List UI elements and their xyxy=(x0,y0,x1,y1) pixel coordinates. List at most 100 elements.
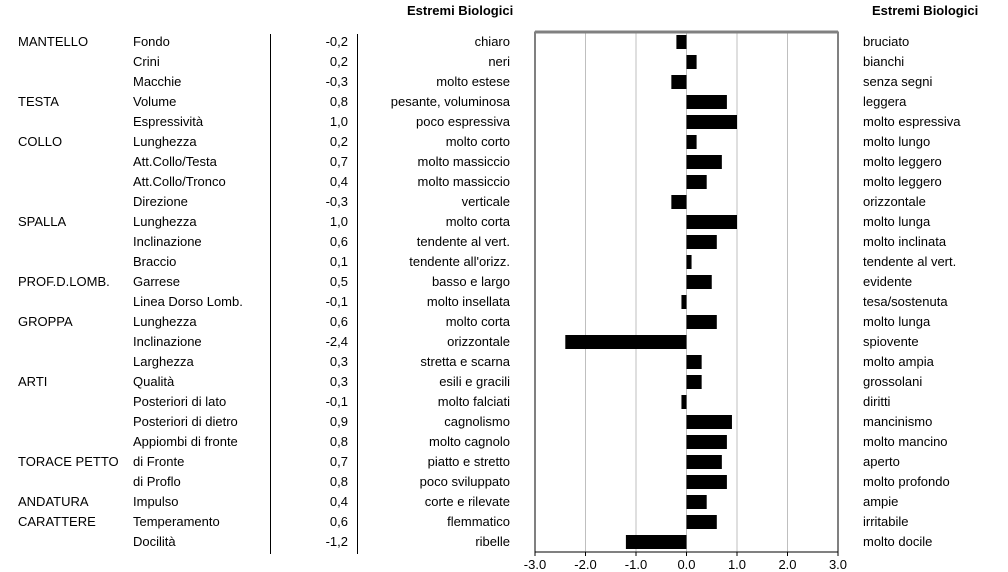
group-label: PROF.D.LOMB. xyxy=(18,274,110,289)
separator-line-left xyxy=(270,34,271,554)
x-tick-label: 2.0 xyxy=(778,557,796,572)
left-extreme-label: orizzontale xyxy=(447,334,510,349)
bar xyxy=(681,295,687,309)
trait-label: Posteriori di dietro xyxy=(133,414,238,429)
bar xyxy=(681,395,687,409)
left-extreme-label: stretta e scarna xyxy=(420,354,510,369)
bar xyxy=(686,175,707,189)
right-extreme-label: molto mancino xyxy=(863,434,948,449)
group-label: ARTI xyxy=(18,374,48,389)
bar xyxy=(686,455,722,469)
trait-value: 0,8 xyxy=(329,434,348,449)
trait-label: Qualità xyxy=(133,374,175,389)
bar xyxy=(686,495,707,509)
left-extremes-header: Estremi Biologici xyxy=(407,3,514,18)
right-extreme-label: mancinismo xyxy=(863,414,933,429)
bar xyxy=(686,435,727,449)
right-extreme-label: molto espressiva xyxy=(863,114,961,129)
trait-value: -0,3 xyxy=(325,74,348,89)
left-extreme-label: poco espressiva xyxy=(416,114,510,129)
left-extreme-label: verticale xyxy=(461,194,510,209)
right-extreme-label: spiovente xyxy=(863,334,919,349)
left-extreme-label: piatto e stretto xyxy=(427,454,510,469)
right-extreme-label: ampie xyxy=(863,494,899,509)
bar xyxy=(686,95,727,109)
bar xyxy=(686,315,717,329)
x-tick-label: -2.0 xyxy=(574,557,596,572)
bar xyxy=(686,155,722,169)
trait-value: 0,6 xyxy=(329,234,348,249)
bar xyxy=(686,415,732,429)
right-extreme-label: bruciato xyxy=(863,34,910,49)
bar xyxy=(671,195,687,209)
left-extreme-label: molto massiccio xyxy=(417,154,510,169)
left-extreme-label: molto falciati xyxy=(437,394,510,409)
trait-value: -1,2 xyxy=(325,534,348,549)
x-tick-label: 3.0 xyxy=(829,557,847,572)
trait-value: -0,1 xyxy=(325,394,348,409)
left-extreme-label: molto corto xyxy=(445,134,510,149)
x-tick-label: -1.0 xyxy=(625,557,647,572)
trait-label: Braccio xyxy=(133,254,177,269)
bar xyxy=(671,75,687,89)
separator-line-middle xyxy=(357,34,358,554)
right-extreme-label: aperto xyxy=(863,454,900,469)
trait-label: Fondo xyxy=(133,34,170,49)
right-extreme-label: leggera xyxy=(863,94,907,109)
right-extreme-label: irritabile xyxy=(863,514,909,529)
bar xyxy=(625,535,687,549)
group-label: ANDATURA xyxy=(18,494,89,509)
left-extreme-label: corte e rilevate xyxy=(424,494,510,509)
trait-label: Direzione xyxy=(133,194,188,209)
trait-label: Macchie xyxy=(133,74,182,89)
right-extreme-label: bianchi xyxy=(863,54,905,69)
right-extreme-label: grossolani xyxy=(863,374,923,389)
group-label: MANTELLO xyxy=(18,34,89,49)
left-extreme-label: poco sviluppato xyxy=(419,474,510,489)
bar xyxy=(686,355,702,369)
group-label: GROPPA xyxy=(18,314,73,329)
left-extreme-label: chiaro xyxy=(474,34,510,49)
trait-label: Larghezza xyxy=(133,354,194,369)
left-extreme-label: molto cagnolo xyxy=(429,434,510,449)
bar xyxy=(686,55,697,69)
trait-value: 0,3 xyxy=(329,374,348,389)
x-tick-label: -3.0 xyxy=(524,557,546,572)
bar xyxy=(565,335,687,349)
group-label: CARATTERE xyxy=(18,514,96,529)
bar xyxy=(686,215,737,229)
left-extreme-label: molto massiccio xyxy=(417,174,510,189)
trait-label: Att.Collo/Tronco xyxy=(133,174,226,189)
trait-label: di Fronte xyxy=(133,454,185,469)
right-extreme-label: orizzontale xyxy=(863,194,926,209)
group-label: SPALLA xyxy=(18,214,67,229)
group-label: TESTA xyxy=(18,94,59,109)
trait-value: 0,4 xyxy=(329,174,348,189)
right-extreme-label: molto inclinata xyxy=(863,234,947,249)
trait-label: Inclinazione xyxy=(133,334,202,349)
trait-value: -0,1 xyxy=(325,294,348,309)
trait-value: 0,7 xyxy=(329,154,348,169)
right-extreme-label: senza segni xyxy=(863,74,933,89)
left-extreme-label: tendente al vert. xyxy=(416,234,510,249)
x-tick-label: 0.0 xyxy=(677,557,695,572)
right-extreme-label: tesa/sostenuta xyxy=(863,294,948,309)
left-extreme-label: molto estese xyxy=(436,74,510,89)
right-extreme-label: evidente xyxy=(863,274,913,289)
right-extreme-label: molto docile xyxy=(863,534,933,549)
bar xyxy=(686,275,712,289)
x-axis-ticks: -3.0 -2.0 -1.0 0.0 1.0 2.0 3.0 xyxy=(524,552,847,572)
bar xyxy=(686,235,717,249)
right-extreme-label: molto lungo xyxy=(863,134,931,149)
left-extreme-label: cagnolismo xyxy=(444,414,510,429)
trait-value: 0,7 xyxy=(329,454,348,469)
bar xyxy=(676,35,687,49)
grid-lines xyxy=(585,32,788,552)
trait-value: 0,4 xyxy=(329,494,348,509)
bar xyxy=(686,475,727,489)
trait-value: 0,9 xyxy=(329,414,348,429)
left-extreme-label: tendente all'orizz. xyxy=(409,254,510,269)
trait-value: 1,0 xyxy=(329,114,348,129)
trait-value: 0,5 xyxy=(329,274,348,289)
